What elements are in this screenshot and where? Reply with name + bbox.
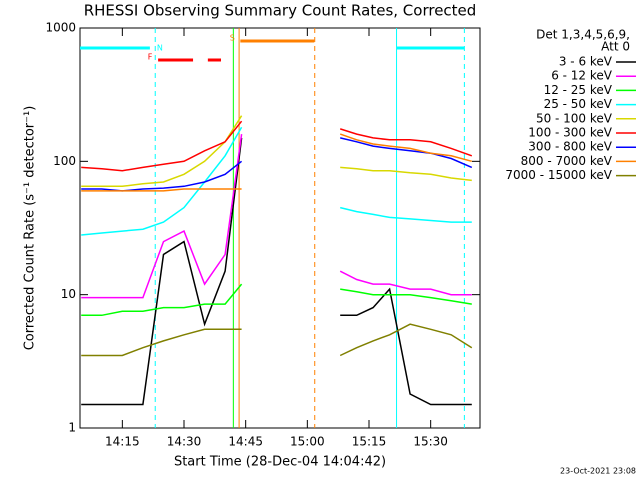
series-line	[81, 133, 472, 299]
plot-frame	[79, 27, 481, 429]
y-tick-label: 1	[68, 421, 76, 435]
series-line	[81, 137, 472, 406]
series-line	[81, 133, 472, 192]
series-line	[81, 137, 473, 192]
series-line	[81, 323, 473, 357]
series-line	[81, 120, 473, 172]
y-axis-label: Corrected Count Rate (s⁻¹ detector⁻¹)	[23, 106, 38, 351]
series-line	[81, 126, 472, 236]
legend-label: 7000 - 15000 keV	[505, 168, 612, 182]
x-tick-label: 14:15	[105, 435, 140, 449]
flag-label: S	[230, 34, 235, 43]
legend-label: 100 - 300 keV	[528, 126, 612, 140]
legend-label: 3 - 6 keV	[559, 55, 613, 69]
legend-label: 800 - 7000 keV	[521, 154, 613, 168]
legend-label: 300 - 800 keV	[528, 140, 612, 154]
chart-title: RHESSI Observing Summary Count Rates, Co…	[84, 2, 477, 20]
x-tick-label: 15:15	[352, 435, 387, 449]
flag-label: N	[157, 44, 163, 53]
x-tick-label: 14:30	[167, 435, 202, 449]
x-axis-label: Start Time (28-Dec-04 14:04:42)	[174, 455, 386, 470]
y-tick-label: 1000	[45, 21, 76, 35]
legend-title: Att 0	[601, 40, 630, 54]
x-tick-label: 15:00	[290, 435, 325, 449]
y-tick-label: 100	[53, 154, 76, 168]
series-line	[81, 115, 472, 188]
legend-label: 25 - 50 keV	[544, 97, 613, 111]
legend-label: 50 - 100 keV	[536, 111, 613, 125]
series-line	[81, 283, 472, 317]
footer: 23-Oct-2021 23:08	[560, 467, 636, 476]
flag-label: F	[148, 53, 153, 62]
legend-title: Det 1,3,4,5,6,9,	[536, 28, 630, 42]
y-tick-label: 10	[61, 287, 76, 301]
x-tick-label: 15:30	[413, 435, 448, 449]
legend-label: 12 - 25 keV	[544, 83, 613, 97]
legend-label: 6 - 12 keV	[551, 69, 613, 83]
x-tick-label: 14:45	[228, 435, 263, 449]
